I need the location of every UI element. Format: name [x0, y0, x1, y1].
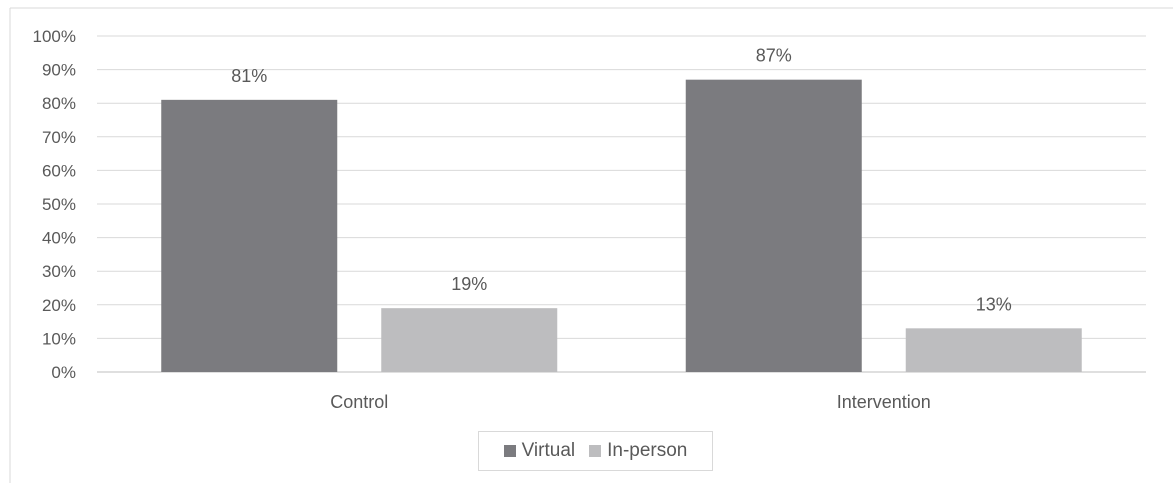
data-label-control-in-person: 19% [451, 274, 487, 294]
y-tick-label: 10% [42, 329, 76, 348]
legend-label-virtual: Virtual [521, 440, 576, 461]
y-tick-label: 100% [33, 27, 76, 46]
data-label-intervention-in-person: 13% [976, 294, 1012, 314]
y-tick-label: 0% [51, 363, 76, 382]
data-label-intervention-virtual: 87% [756, 46, 792, 66]
y-tick-label: 30% [42, 262, 76, 281]
category-labels: Control Intervention [330, 392, 931, 412]
bar-control-virtual [161, 99, 338, 372]
bars [161, 79, 1082, 373]
legend-item-virtual: Virtual [503, 440, 576, 462]
legend-swatch-virtual [503, 445, 516, 457]
bar-intervention-in-person [905, 328, 1082, 372]
y-tick-label: 60% [42, 161, 76, 180]
legend: Virtual In-person [478, 431, 713, 471]
bar-control-in-person [381, 308, 558, 372]
category-label-intervention: Intervention [837, 392, 931, 412]
data-labels: 81% 19% 87% 13% [231, 46, 1012, 315]
bar-intervention-virtual [685, 79, 862, 373]
legend-item-in-person: In-person [589, 440, 687, 462]
y-tick-label: 20% [42, 296, 76, 315]
y-tick-label: 80% [42, 94, 76, 113]
category-label-control: Control [330, 392, 388, 412]
data-label-control-virtual: 81% [231, 66, 267, 86]
y-axis-tick-labels: 0% 10% 20% 30% 40% 50% 60% 70% 80% 90% 100% [33, 27, 76, 382]
legend-label-in-person: In-person [607, 440, 688, 461]
y-tick-label: 90% [42, 61, 76, 80]
legend-swatch-in-person [589, 445, 602, 457]
y-tick-label: 40% [42, 229, 76, 248]
y-tick-label: 70% [42, 128, 76, 147]
y-tick-label: 50% [42, 195, 76, 214]
